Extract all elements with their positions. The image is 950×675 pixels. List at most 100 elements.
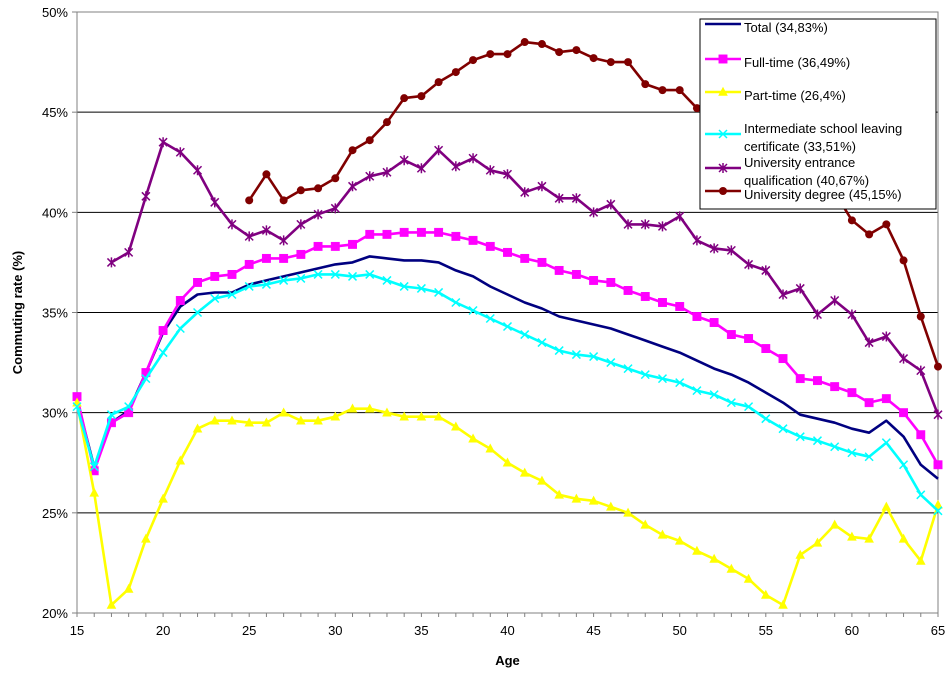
data-point-x — [726, 398, 736, 408]
data-point-star — [933, 409, 943, 420]
data-point-star — [812, 309, 822, 320]
legend-item: Part-time (26,4%) — [705, 86, 846, 103]
data-point-x — [313, 269, 323, 279]
data-point-triangle — [898, 533, 909, 543]
data-point-x — [606, 358, 616, 368]
data-point-triangle — [123, 583, 134, 593]
data-point-x — [72, 402, 82, 412]
data-point-square — [744, 334, 754, 343]
data-point-x — [468, 305, 478, 316]
x-tick-label: 40 — [500, 623, 514, 638]
data-point-star — [158, 137, 168, 148]
data-point-star — [485, 165, 495, 176]
data-point-triangle — [847, 531, 857, 541]
data-point-square — [193, 278, 202, 287]
data-point-circle — [382, 118, 391, 127]
data-point-triangle — [227, 415, 237, 425]
data-point-circle — [503, 50, 512, 59]
data-point-x — [382, 275, 392, 285]
data-point-square — [296, 249, 306, 259]
data-point-square — [382, 229, 392, 239]
data-point-square — [399, 227, 409, 237]
x-tick-label: 60 — [845, 623, 859, 638]
data-point-star — [761, 265, 771, 276]
data-point-x — [89, 462, 99, 472]
data-point-square — [718, 54, 728, 64]
x-axis-title: Age — [495, 653, 520, 668]
data-point-circle — [899, 256, 908, 265]
legend-item: Intermediate school leaving certificate (… — [705, 121, 902, 154]
legend-label: Total (34,83%) — [744, 20, 828, 35]
y-tick-label: 40% — [42, 205, 68, 220]
data-point-star — [847, 309, 857, 320]
data-point-x — [451, 297, 461, 308]
x-axis-ticks: 15 20 25 30 35 40 45 50 55 60 65 — [70, 613, 945, 638]
data-point-triangle — [657, 529, 668, 539]
data-point-square — [434, 227, 444, 237]
data-point-circle — [658, 86, 667, 95]
series-2 — [72, 397, 943, 609]
data-point-square — [571, 269, 581, 279]
data-point-x — [158, 348, 168, 358]
data-point-star — [434, 145, 444, 156]
data-point-star — [210, 197, 220, 208]
data-point-square — [881, 394, 891, 404]
data-point-square — [916, 430, 926, 440]
data-point-star — [468, 153, 478, 164]
y-tick-label: 30% — [42, 406, 68, 421]
data-point-star — [899, 353, 909, 364]
legend-label: qualification (40,67%) — [744, 173, 869, 188]
data-point-star — [692, 235, 702, 246]
data-point-triangle — [519, 467, 530, 477]
data-point-square — [227, 269, 237, 279]
data-point-triangle — [554, 489, 564, 499]
data-point-square — [589, 275, 599, 285]
data-point-circle — [348, 146, 357, 155]
series-3 — [72, 269, 943, 516]
x-tick-label: 20 — [156, 623, 170, 638]
series-0 — [75, 255, 939, 480]
data-point-x — [279, 275, 289, 285]
legend-item: University degree (45,15%) — [705, 187, 902, 202]
data-point-star — [347, 181, 358, 192]
data-point-x — [881, 438, 891, 448]
data-point-x — [106, 410, 116, 420]
data-point-square — [261, 253, 271, 263]
x-tick-label: 25 — [242, 623, 256, 638]
data-point-x — [830, 442, 840, 452]
data-point-star — [778, 289, 788, 300]
data-point-x — [485, 313, 495, 324]
data-point-circle — [245, 196, 254, 205]
data-point-triangle — [718, 86, 728, 96]
data-point-star — [744, 259, 754, 270]
data-point-star — [554, 193, 564, 204]
data-point-star — [330, 203, 340, 214]
data-point-x — [675, 378, 685, 388]
legend-item: University entrance qualification (40,67%… — [705, 155, 869, 188]
data-point-triangle — [829, 519, 840, 529]
data-point-triangle — [278, 407, 289, 417]
data-point-triangle — [761, 589, 771, 599]
gridlines — [77, 111, 938, 514]
data-point-square — [899, 408, 909, 418]
data-point-circle — [417, 92, 426, 101]
data-point-square — [778, 354, 788, 364]
data-point-square — [606, 278, 616, 287]
data-point-square — [658, 298, 667, 307]
legend-label: certificate (33,51%) — [744, 139, 856, 154]
data-point-x — [434, 287, 444, 297]
data-point-x — [296, 273, 306, 283]
data-point-star — [502, 169, 513, 180]
data-point-triangle — [588, 495, 599, 505]
data-point-circle — [434, 78, 443, 87]
data-point-x — [502, 321, 513, 332]
data-point-x — [416, 283, 426, 293]
data-point-triangle — [709, 553, 719, 563]
data-point-triangle — [778, 599, 788, 609]
data-point-triangle — [382, 407, 392, 417]
data-point-square — [348, 239, 357, 249]
data-point-square — [244, 259, 254, 269]
data-point-triangle — [537, 475, 547, 485]
legend-item: Total (34,83%) — [705, 20, 828, 35]
data-point-square — [158, 326, 168, 335]
